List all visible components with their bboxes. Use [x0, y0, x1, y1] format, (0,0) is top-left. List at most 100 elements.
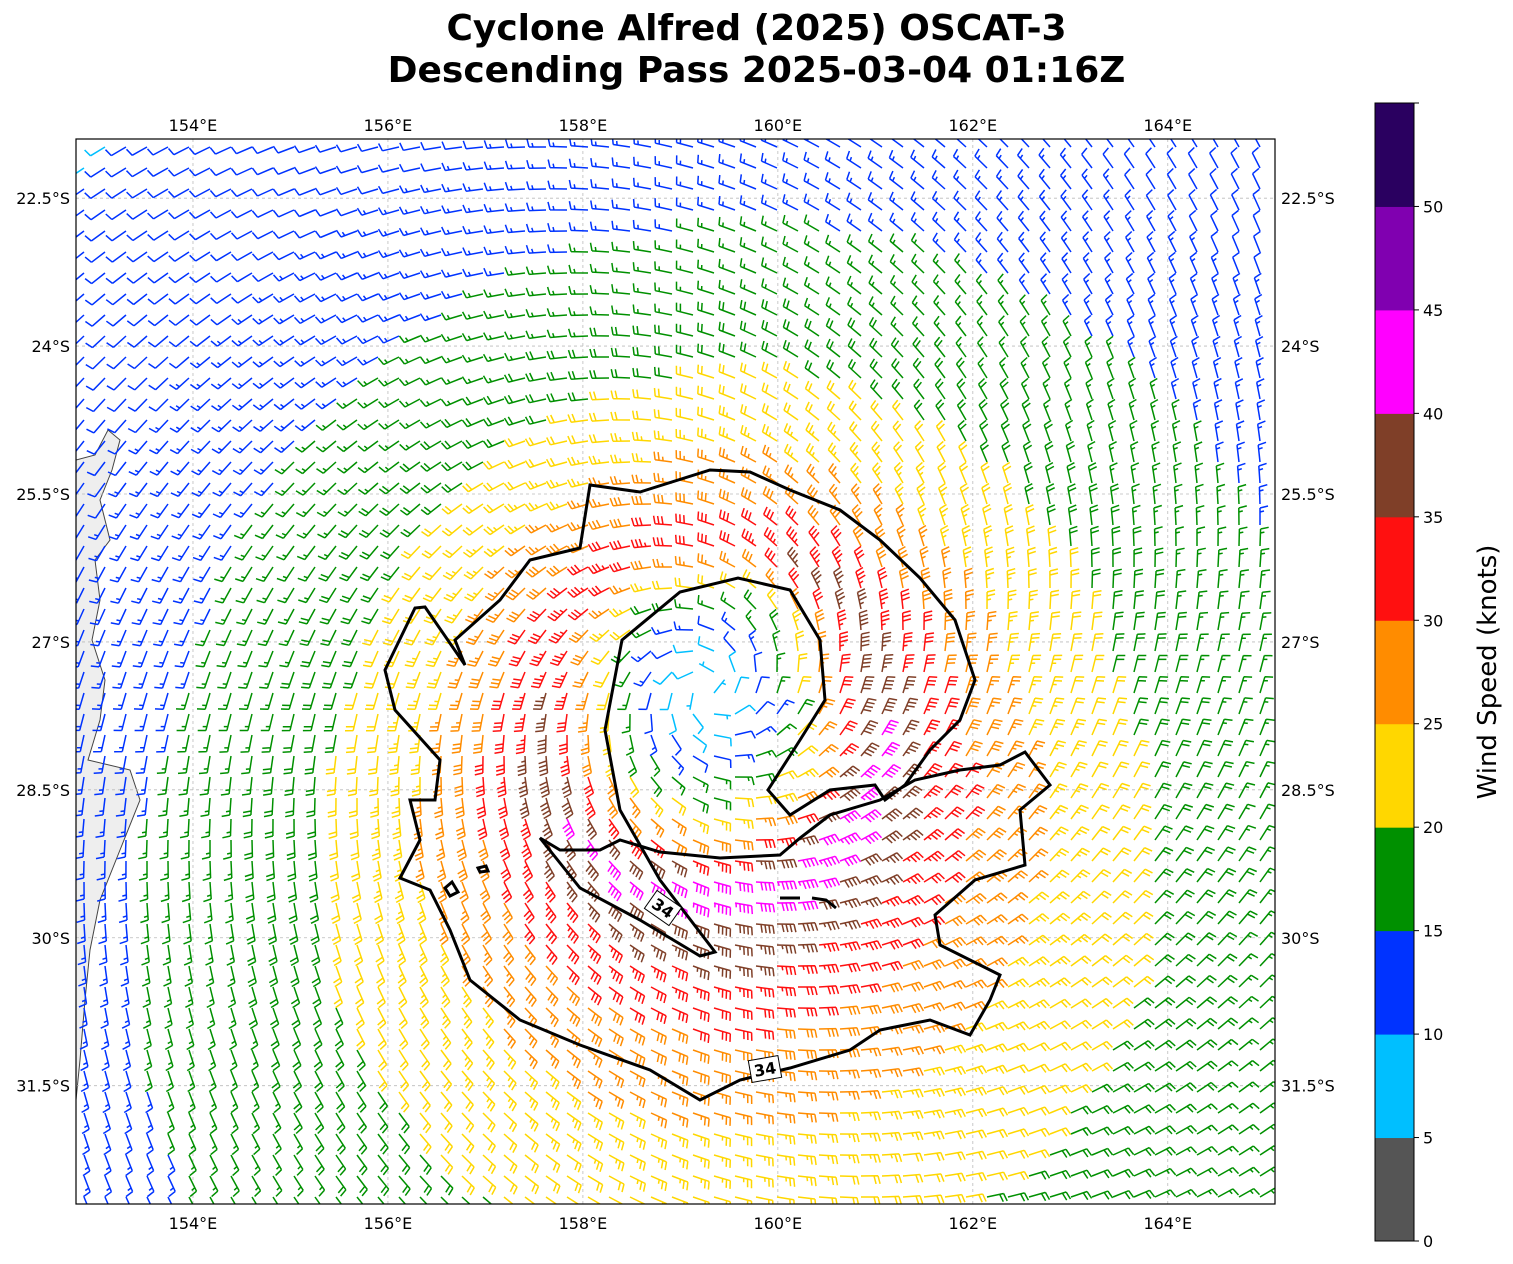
wind-barb: [902, 916, 925, 928]
wind-barb: [232, 419, 253, 433]
wind-barb: [294, 356, 316, 367]
wind-barb: [755, 923, 775, 934]
wind-barb: [382, 629, 400, 646]
wind-barb: [377, 207, 400, 216]
wind-barb: [629, 1070, 646, 1088]
wind-barb: [315, 398, 337, 410]
wind-barb: [630, 650, 652, 663]
wind-barb: [1091, 568, 1101, 589]
wind-barb: [482, 1007, 494, 1029]
wind-barb: [654, 198, 673, 211]
wind-barb: [377, 1007, 387, 1030]
wind-barb: [419, 1028, 430, 1050]
wind-barb: [356, 1154, 368, 1176]
wind-barb: [1196, 526, 1206, 546]
wind-barb: [718, 342, 736, 358]
bottom-lon-tick-label: 156°E: [364, 1214, 413, 1233]
wind-barb: [524, 986, 537, 1008]
colorbar-bin-45: [1375, 206, 1414, 311]
wind-barb: [891, 358, 904, 379]
wind-barb: [1042, 139, 1051, 148]
wind-barb: [561, 797, 574, 820]
wind-barb: [141, 944, 150, 966]
wind-barb: [374, 902, 384, 925]
wind-barb: [170, 482, 190, 497]
wind-barb: [351, 881, 362, 903]
wind-barb: [697, 553, 715, 568]
wind-barb: [898, 567, 909, 589]
wind-barb: [825, 255, 841, 274]
wind-barb: [1112, 590, 1123, 610]
wind-barb: [568, 307, 589, 317]
wind-barb: [1254, 293, 1263, 316]
wind-barb: [1232, 272, 1241, 295]
wind-barb: [491, 692, 505, 711]
wind-barb: [761, 423, 778, 442]
wind-barb: [1133, 1125, 1156, 1135]
wind-barb: [1174, 504, 1184, 526]
wind-barb: [483, 267, 505, 277]
wind-barb: [482, 1112, 496, 1133]
wind-barb: [839, 787, 861, 802]
wind-barb: [440, 290, 463, 300]
wind-barb: [138, 839, 148, 860]
wind-barb: [852, 524, 864, 547]
wind-barb: [953, 169, 967, 190]
wind-barb: [314, 144, 337, 153]
wind-barb: [834, 587, 846, 610]
wind-barb: [539, 776, 550, 798]
wind-barb: [419, 1070, 431, 1092]
wind-barb: [180, 839, 190, 860]
wind-barb: [1211, 272, 1219, 295]
wind-barb: [587, 585, 610, 597]
wind-barb: [587, 923, 601, 944]
wind-barb: [868, 316, 883, 337]
wind-barb: [881, 719, 899, 736]
wind-barb: [1028, 1149, 1051, 1159]
wind-barb: [548, 629, 568, 644]
wind-barb: [1049, 1084, 1072, 1094]
wind-barb: [611, 305, 631, 316]
wind-barb: [653, 430, 673, 442]
wind-barb: [1175, 889, 1195, 904]
wind-barb: [356, 186, 379, 195]
wind-barb: [659, 692, 673, 711]
wind-barb: [671, 671, 694, 680]
wind-barb: [1126, 293, 1135, 316]
wind-barb: [1154, 889, 1175, 904]
wind-barb: [629, 1133, 646, 1150]
wind-barb: [314, 314, 337, 324]
wind-barb: [87, 503, 106, 519]
wind-barb: [1105, 335, 1114, 358]
wind-barb: [944, 1001, 967, 1011]
wind-barb: [337, 524, 358, 539]
wind-barb: [629, 1091, 646, 1109]
wind-barb: [1070, 589, 1081, 610]
wind-barb: [686, 692, 694, 710]
wind-barb: [159, 839, 169, 860]
left-lat-tick-label: 25.5°S: [16, 485, 70, 504]
wind-barb: [244, 860, 254, 882]
wind-barb: [953, 211, 967, 232]
wind-barb: [278, 629, 295, 647]
wind-barb: [1238, 803, 1256, 820]
wind-barb: [309, 881, 319, 903]
wind-barb: [1175, 1188, 1198, 1198]
wind-barb: [608, 965, 624, 985]
wind-barb: [608, 839, 621, 861]
wind-barb: [881, 1153, 903, 1163]
wind-barb: [718, 488, 736, 505]
wind-barb: [274, 461, 295, 475]
wind-barb: [587, 541, 610, 553]
wind-barb: [76, 713, 85, 732]
wind-barb: [914, 420, 925, 442]
wind-barb: [419, 313, 442, 322]
wind-barb: [286, 839, 296, 861]
wind-barb: [1133, 568, 1144, 589]
wind-barb: [1110, 504, 1120, 526]
wind-barb: [850, 462, 862, 484]
wind-barb: [955, 336, 967, 358]
wind-barb: [611, 284, 631, 295]
wind-barb: [650, 755, 661, 777]
